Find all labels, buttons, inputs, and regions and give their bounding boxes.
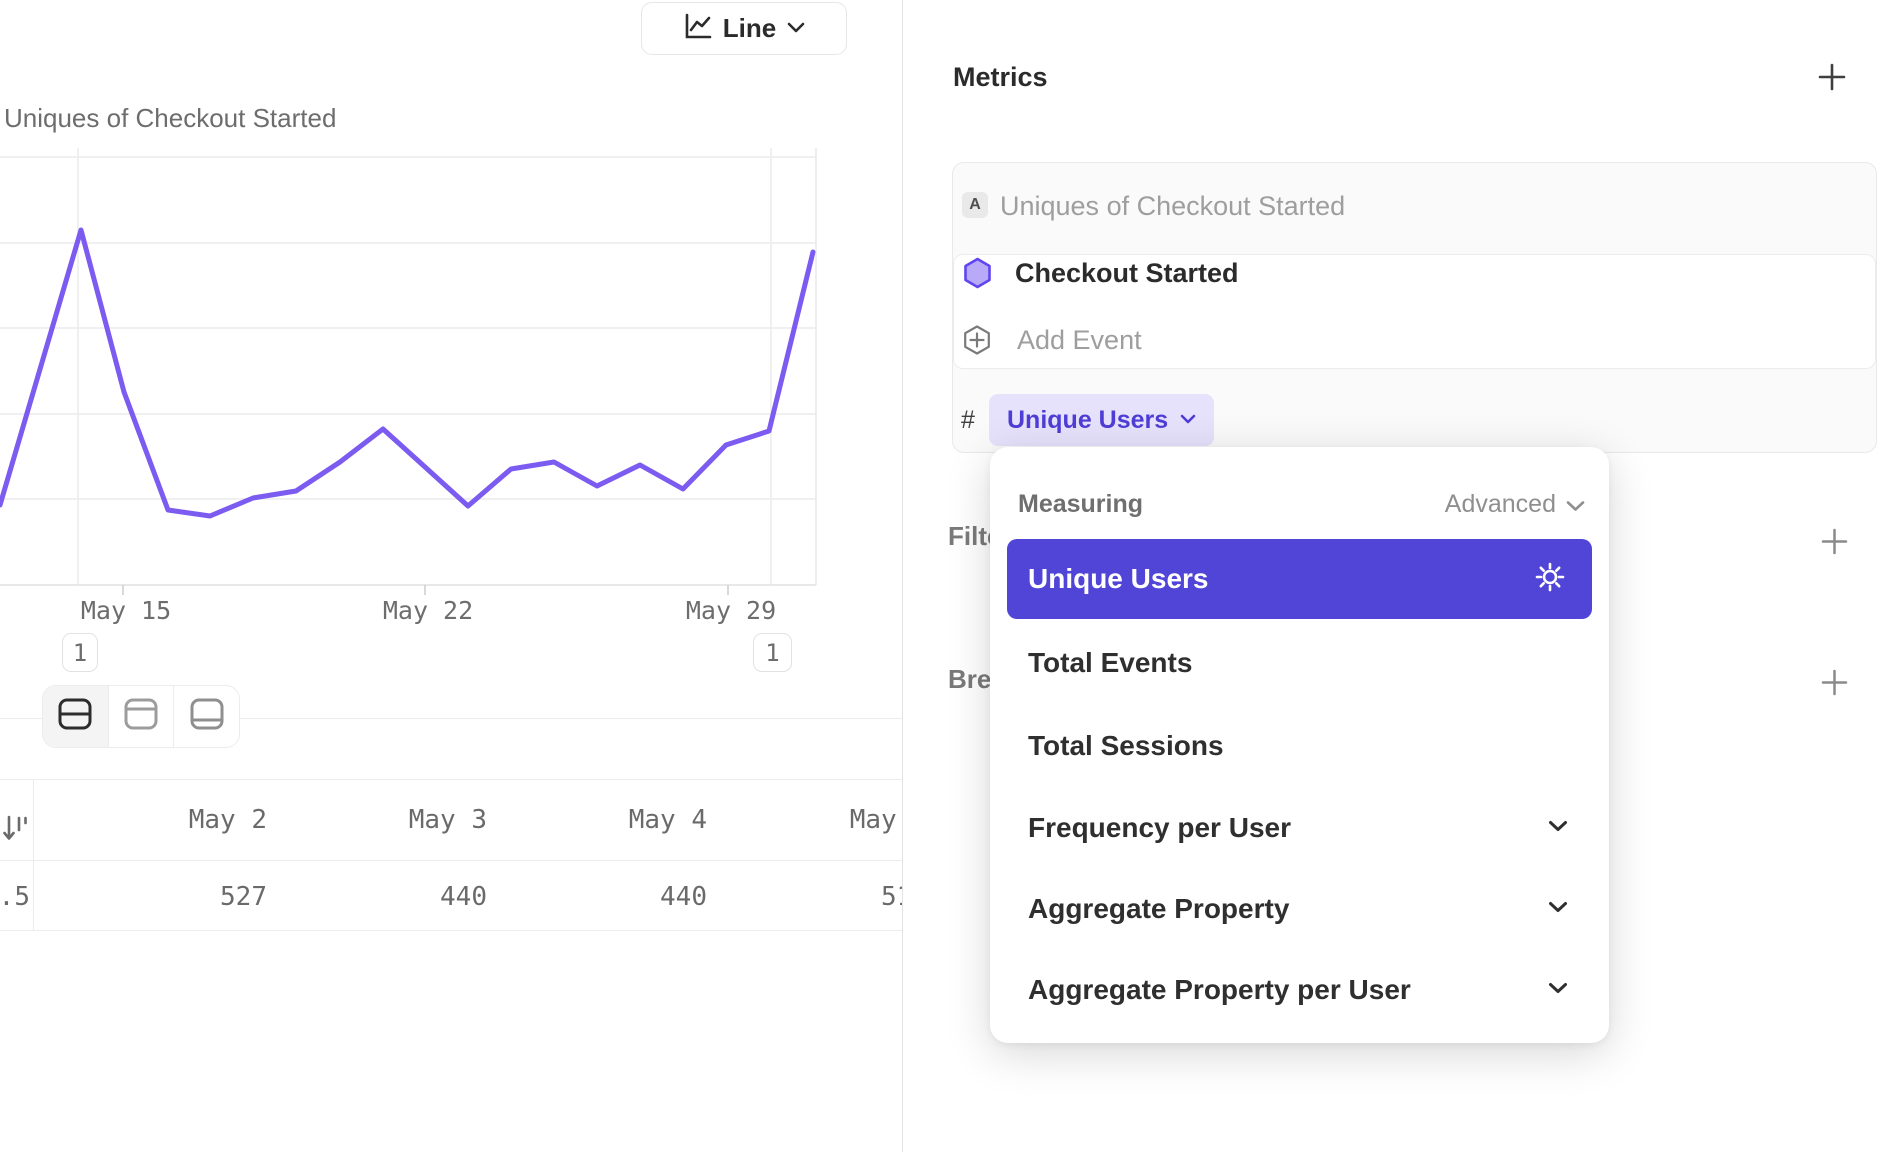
line-chart-icon (683, 12, 712, 46)
table-value-cell: 440 (660, 882, 707, 912)
measuring-dropdown: Measuring Advanced Unique Users Total (990, 447, 1609, 1043)
line-chart[interactable] (0, 130, 903, 600)
chevron-down-icon (1566, 490, 1585, 519)
option-label: Frequency per User (1028, 812, 1291, 843)
measuring-label: Measuring (1018, 490, 1144, 518)
option-label: Total Events (1028, 647, 1193, 678)
chart-type-button[interactable]: Line (641, 2, 847, 55)
selected-option-label: Unique Users (1028, 563, 1209, 594)
option-total-sessions[interactable]: Total Sessions (1007, 705, 1592, 787)
chevron-down-icon (787, 20, 805, 38)
chevron-down-icon (1548, 900, 1568, 918)
metric-letter-badge: A (962, 192, 988, 218)
option-frequency-per-user[interactable]: Frequency per User (1007, 787, 1592, 869)
layout-chart-view-button[interactable] (107, 686, 174, 747)
layout-split-view-button[interactable] (43, 686, 108, 747)
advanced-toggle[interactable]: Advanced (1445, 490, 1585, 519)
annotation-badge[interactable]: 1 (62, 633, 98, 672)
chart-title: Uniques of Checkout Started (4, 103, 337, 133)
table-header-cell[interactable]: May 2 (188, 805, 267, 835)
add-event-button[interactable]: Add Event (1017, 325, 1142, 355)
aggregation-prefix: # (961, 406, 975, 434)
chevron-down-icon (1180, 411, 1196, 429)
chevron-down-icon (1548, 981, 1568, 999)
table-header-cell[interactable]: May 4 (628, 805, 707, 835)
add-filter-button[interactable] (1812, 519, 1856, 563)
add-breakdown-button[interactable] (1812, 660, 1856, 704)
option-label: Aggregate Property (1028, 893, 1290, 924)
add-event-icon (962, 324, 992, 361)
table-header-cell[interactable]: May 5 (849, 805, 903, 835)
bottom-bar-layout-icon (189, 698, 225, 735)
metrics-section-title: Metrics (953, 62, 1048, 92)
metric-title[interactable]: Uniques of Checkout Started (1000, 191, 1346, 221)
gear-icon[interactable] (1532, 559, 1568, 600)
event-hexagon-icon (963, 257, 992, 294)
split-layout-icon (57, 698, 93, 735)
option-unique-users-selected[interactable]: Unique Users (1007, 539, 1592, 619)
series-line[interactable] (0, 227, 816, 519)
option-label: Total Sessions (1028, 730, 1224, 761)
chart-type-label: Line (722, 13, 777, 43)
option-total-events[interactable]: Total Events (1007, 622, 1592, 704)
dropdown-header: Measuring Advanced (1018, 490, 1585, 519)
table-value-cell: 515 (881, 882, 903, 912)
table-column-divider (33, 779, 34, 930)
x-axis-tick-label: May 29 (685, 596, 777, 625)
option-aggregate-property[interactable]: Aggregate Property (1007, 868, 1592, 950)
table-row-index-value: 0.5 (0, 882, 30, 912)
table-header-separator (0, 860, 902, 861)
chevron-down-icon (1548, 819, 1568, 837)
annotation-badge[interactable]: 1 (753, 633, 792, 672)
aggregation-selector-chip[interactable]: Unique Users (989, 394, 1215, 446)
sort-descending-icon[interactable] (2, 814, 28, 849)
x-axis-tick-label: May 22 (382, 596, 474, 625)
table-value-cell: 440 (440, 882, 487, 912)
top-bar-layout-icon (123, 698, 159, 735)
layout-toggle-group (42, 685, 240, 748)
table-header-cell[interactable]: May 3 (408, 805, 487, 835)
table-top-border (0, 779, 902, 780)
option-aggregate-property-per-user[interactable]: Aggregate Property per User (1007, 949, 1592, 1031)
event-name[interactable]: Checkout Started (1015, 258, 1239, 288)
layout-table-view-button[interactable] (173, 686, 239, 747)
table-bottom-border (0, 930, 902, 931)
panel-divider (902, 0, 903, 1152)
x-axis-tick-label: May 15 (80, 596, 172, 625)
section-divider (0, 718, 902, 719)
advanced-label: Advanced (1444, 490, 1556, 518)
aggregation-chip-label: Unique Users (1007, 405, 1169, 434)
add-metric-button[interactable] (1810, 55, 1854, 99)
event-card (953, 254, 1876, 369)
table-value-cell: 527 (220, 882, 267, 912)
chart-panel: Line Uniques of Checkout Started May 15 M… (0, 0, 903, 1152)
option-label: Aggregate Property per User (1028, 974, 1411, 1005)
